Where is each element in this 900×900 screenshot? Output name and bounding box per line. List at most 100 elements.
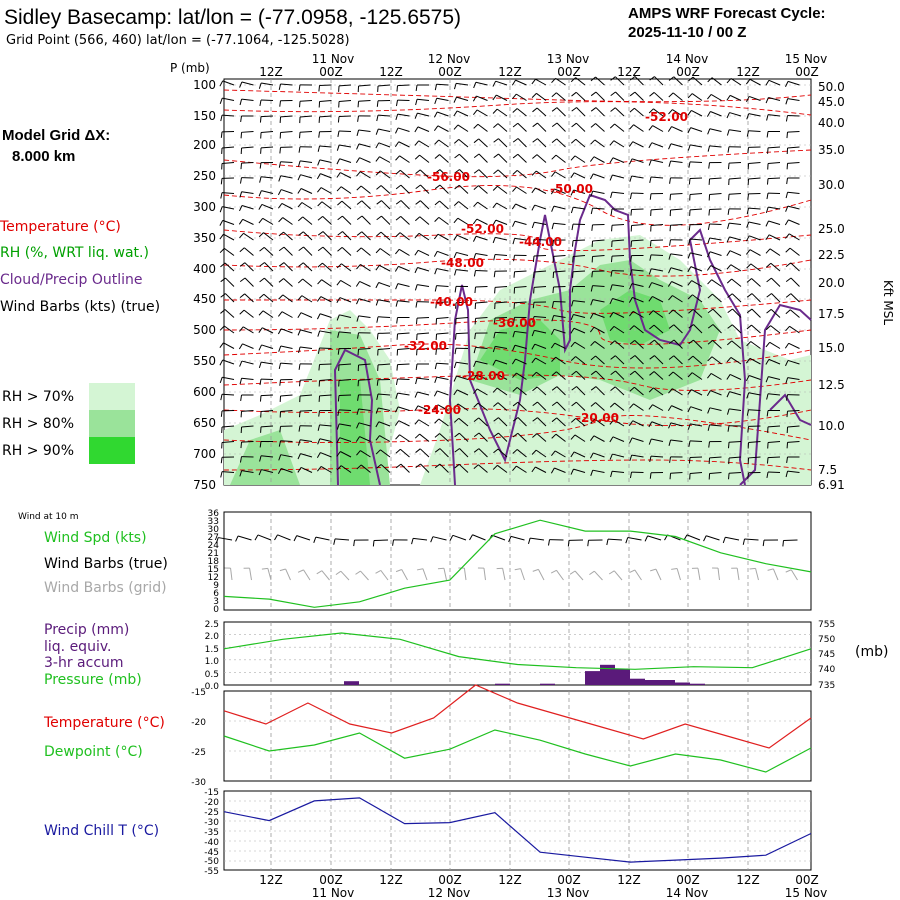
wind-barb-grid-feather bbox=[671, 567, 678, 570]
wind-barb-feather bbox=[570, 327, 575, 334]
wind-10m-panel: Wind at 10 m Wind Spd (kts) Wind Barbs (… bbox=[18, 509, 812, 615]
wind-barb-feather bbox=[765, 359, 770, 365]
wind-barbs-grid-row bbox=[224, 567, 798, 581]
wind-barb bbox=[595, 76, 605, 86]
wind-barb bbox=[514, 220, 527, 225]
wind-barb bbox=[495, 253, 508, 256]
isotherm-label: -52.00 bbox=[461, 222, 504, 236]
wind-barb-feather bbox=[278, 278, 284, 283]
height-tick: 17.5 bbox=[818, 307, 845, 321]
wind-barb-feather bbox=[336, 263, 342, 269]
wind-grid-label: Wind Barbs (grid) bbox=[44, 580, 167, 596]
wind-barb bbox=[241, 146, 254, 149]
wind-barb bbox=[651, 438, 664, 442]
wind-barb bbox=[300, 188, 313, 194]
wind-barb-feather bbox=[395, 300, 399, 307]
wind-barb bbox=[400, 448, 410, 458]
wind-barb-feather bbox=[433, 125, 439, 131]
wind-barb bbox=[241, 98, 254, 101]
wind-barb-feather bbox=[726, 129, 730, 136]
wind-barb bbox=[496, 387, 508, 396]
wind-barb-feather bbox=[648, 282, 653, 289]
wind-barb-feather bbox=[551, 154, 557, 160]
wind-barb bbox=[770, 325, 781, 334]
wind-barb-feather bbox=[512, 345, 516, 351]
wind-barb bbox=[397, 332, 410, 335]
wind-barb-feather bbox=[785, 81, 789, 87]
wind-barb-feather bbox=[785, 309, 791, 315]
wind-barb-feather bbox=[609, 312, 614, 318]
wind-barb-feather bbox=[570, 314, 574, 321]
wind-barb-feather bbox=[766, 178, 769, 185]
wind-barb-true bbox=[706, 535, 720, 541]
wind-barb-feather bbox=[609, 123, 615, 129]
wind-barb-grid-feather bbox=[589, 570, 595, 576]
height-tick: 50.0 bbox=[818, 80, 845, 94]
wind-barb bbox=[670, 472, 683, 474]
wind-barb-feather bbox=[668, 143, 672, 150]
isotherm bbox=[223, 408, 812, 427]
wind-barb-feather bbox=[745, 235, 750, 242]
wind-barb-feather bbox=[355, 157, 360, 164]
wind-barb bbox=[300, 439, 313, 442]
wind-barb-feather bbox=[474, 286, 477, 294]
wind-barb-feather bbox=[571, 401, 577, 407]
wind-barb-feather bbox=[415, 84, 418, 92]
windchill-ytick: -55 bbox=[204, 867, 219, 877]
wind-barb-feather bbox=[337, 200, 343, 206]
wind-barb-feather bbox=[258, 469, 262, 476]
wind-barb-feather bbox=[532, 316, 535, 323]
wind-barb-feather bbox=[492, 464, 498, 470]
wind-barb-feather bbox=[472, 218, 478, 225]
wind-barb-feather bbox=[667, 281, 673, 287]
wind-barb-feather bbox=[688, 324, 694, 329]
wind-barb-feather bbox=[317, 246, 324, 252]
wind-barb bbox=[261, 327, 274, 334]
wind-barb bbox=[787, 131, 800, 133]
wind-barb bbox=[515, 79, 527, 86]
wind-barb bbox=[631, 239, 644, 242]
wind-barb-feather bbox=[473, 432, 480, 438]
wind-barb-feather bbox=[609, 174, 613, 181]
wind-barb bbox=[280, 131, 293, 133]
wind-barb bbox=[787, 162, 800, 164]
wind-barb-feather bbox=[727, 308, 733, 314]
wind-barb bbox=[710, 265, 722, 272]
wind-barb-feather bbox=[785, 115, 789, 122]
wind-barb-feather bbox=[317, 438, 321, 445]
wind-barb-feather bbox=[415, 301, 418, 308]
wind-barb bbox=[690, 127, 703, 132]
precip-bar bbox=[645, 680, 660, 685]
wind-barb-feather bbox=[473, 270, 477, 277]
pressure-tick: 400 bbox=[193, 262, 216, 276]
wind-barb-feather bbox=[512, 417, 519, 422]
wind-barb-true-feather bbox=[333, 538, 336, 545]
top-hour-label: 12Z bbox=[379, 65, 403, 79]
isotherm bbox=[223, 229, 812, 252]
wind-ytick: 0 bbox=[213, 605, 219, 615]
wind-barb bbox=[691, 372, 703, 380]
wind-barb bbox=[533, 238, 547, 241]
wind-barb bbox=[536, 433, 547, 442]
wind-barb-feather bbox=[590, 208, 594, 215]
wind-barb bbox=[319, 330, 332, 334]
wind-barb-feather bbox=[259, 277, 265, 283]
wind-barb bbox=[417, 391, 430, 396]
wind-barb bbox=[710, 390, 722, 396]
wind-barb bbox=[494, 286, 508, 288]
wind-barb bbox=[767, 177, 781, 180]
wind-barb-feather bbox=[473, 201, 478, 207]
wind-barb bbox=[575, 401, 586, 411]
wind-barb bbox=[262, 217, 274, 225]
wind-barb bbox=[358, 315, 371, 318]
wind-barb bbox=[417, 112, 430, 117]
pressure-tick: 650 bbox=[193, 416, 216, 430]
wind-barb-feather bbox=[531, 330, 535, 337]
wind-barb-feather bbox=[610, 208, 613, 215]
wind-barb-feather bbox=[453, 217, 459, 224]
wind-barb bbox=[243, 232, 254, 241]
wind-barb-feather bbox=[648, 404, 653, 410]
wind-barb bbox=[400, 463, 410, 473]
wind-barb bbox=[243, 309, 254, 318]
wind-barb-feather bbox=[278, 161, 282, 168]
